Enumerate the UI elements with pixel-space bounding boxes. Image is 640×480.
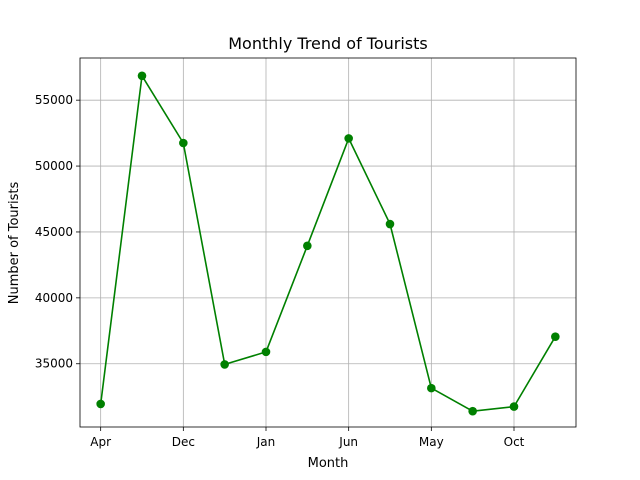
- y-axis-ticks: 35000 40000 45000 50000 55000: [35, 93, 80, 371]
- x-tick-label: Dec: [172, 435, 195, 449]
- x-axis-label: Month: [308, 456, 349, 471]
- x-tick-label: May: [419, 435, 444, 449]
- x-tick-label: Jan: [256, 435, 276, 449]
- grid: [80, 58, 576, 427]
- series-line: [99, 75, 556, 413]
- y-axis-label: Number of Tourists: [7, 182, 22, 305]
- x-tick-label: Oct: [504, 435, 525, 449]
- data-point: [509, 402, 519, 411]
- data-point: [344, 134, 353, 143]
- x-tick-label: Jun: [338, 435, 358, 449]
- data-point: [220, 360, 229, 369]
- data-point: [137, 71, 147, 81]
- x-axis-ticks: Apr Dec Jan Jun May Oct: [90, 427, 525, 449]
- data-point: [551, 332, 560, 342]
- data-point: [96, 399, 105, 409]
- y-tick-label: 40000: [35, 291, 73, 305]
- y-tick-label: 35000: [35, 357, 73, 371]
- data-point: [261, 347, 271, 357]
- plot-area-frame: [79, 57, 577, 428]
- y-tick-label: 55000: [35, 93, 73, 107]
- data-point: [468, 406, 477, 416]
- data-point: [179, 138, 188, 148]
- data-point: [385, 219, 395, 229]
- y-tick-label: 45000: [35, 225, 73, 239]
- chart-title: Monthly Trend of Tourists: [228, 34, 427, 53]
- x-tick-label: Apr: [90, 435, 111, 449]
- data-point: [303, 241, 312, 251]
- y-tick-label: 50000: [35, 159, 73, 173]
- series: [96, 71, 560, 416]
- data-point: [427, 383, 436, 393]
